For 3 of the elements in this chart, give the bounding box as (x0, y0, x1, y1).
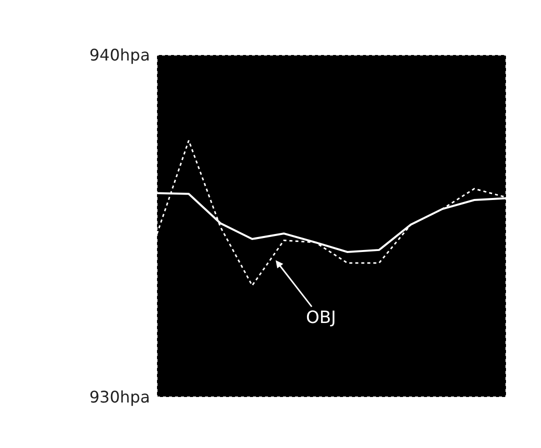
y-tick-label: 940hpa (89, 46, 150, 65)
y-tick-label: 930hpa (89, 388, 150, 407)
annotation: OBJ (306, 308, 336, 328)
